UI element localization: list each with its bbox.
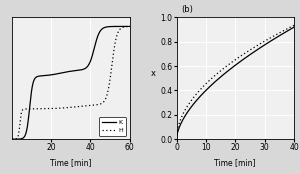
H bbox=[124, 26, 128, 28]
K bbox=[67, 70, 71, 73]
Text: (b): (b) bbox=[181, 5, 193, 14]
X-axis label: Time [min]: Time [min] bbox=[214, 158, 256, 167]
K bbox=[124, 25, 128, 27]
K bbox=[124, 25, 128, 27]
Y-axis label: x: x bbox=[151, 69, 156, 78]
H bbox=[16, 136, 20, 138]
K bbox=[128, 25, 131, 27]
H bbox=[64, 107, 68, 109]
K bbox=[10, 138, 14, 140]
H bbox=[128, 25, 131, 27]
H bbox=[67, 106, 71, 109]
H bbox=[10, 138, 14, 140]
Line: K: K bbox=[12, 26, 130, 139]
H bbox=[124, 26, 128, 28]
H bbox=[103, 100, 106, 102]
K bbox=[64, 71, 68, 73]
X-axis label: Time [min]: Time [min] bbox=[50, 158, 92, 167]
Line: H: H bbox=[12, 26, 130, 139]
Legend: K, H: K, H bbox=[99, 117, 126, 136]
K bbox=[103, 26, 106, 29]
K bbox=[16, 138, 20, 140]
